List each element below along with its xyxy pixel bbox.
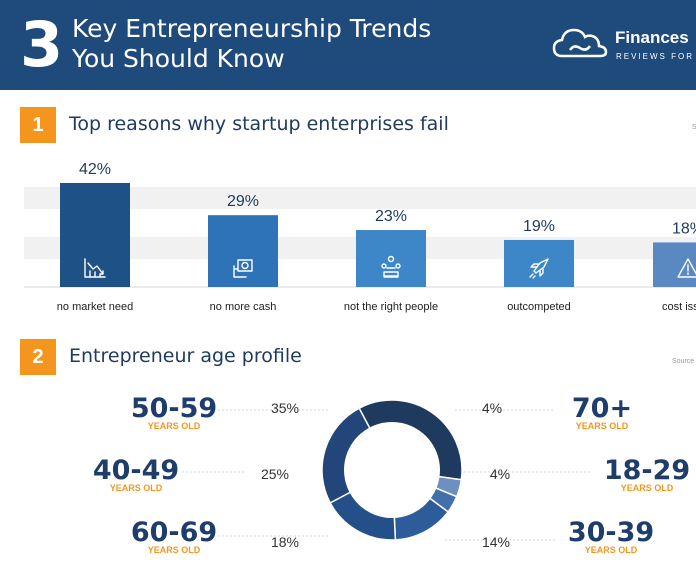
slice-pct: 4%	[489, 466, 511, 482]
slice-pct: 35%	[270, 400, 300, 416]
age-range-70plus: 70+	[571, 393, 633, 424]
age-range-40-49: 40-49	[92, 455, 180, 486]
donut-chart	[182, 399, 590, 541]
age-unit: YEARS OLD	[584, 545, 638, 555]
age-range-50-59: 50-59	[130, 393, 218, 424]
section1-source: S	[692, 124, 696, 131]
age-range-30-39: 30-39	[567, 517, 655, 548]
team-icon	[381, 255, 401, 278]
age-range-18-29: 18-29	[603, 455, 691, 486]
header-banner: 3 Key Entrepreneurship Trends You Should…	[0, 0, 696, 90]
bar-value-label: 18%	[672, 220, 696, 237]
warning-icon	[677, 258, 696, 278]
age-unit: YEARS OLD	[575, 421, 629, 431]
brand-logo: Finances REVIEWS FOR	[552, 22, 696, 66]
age-unit: YEARS OLD	[620, 483, 674, 493]
bar	[60, 183, 130, 287]
section2-badge: 2	[20, 339, 56, 375]
bar	[653, 242, 696, 287]
slice-pct: 4%	[481, 400, 503, 416]
cloud-icon	[552, 28, 608, 58]
age-range-60-69: 60-69	[130, 517, 218, 548]
category-label: no more cash	[209, 301, 277, 313]
bar-value-label: 23%	[375, 208, 407, 225]
slice-pct: 25%	[260, 466, 290, 482]
section1-title: Top reasons why startup enterprises fail	[69, 113, 449, 135]
bar	[356, 230, 426, 287]
money-icon	[233, 259, 253, 278]
rocket-icon	[529, 258, 549, 279]
category-label: not the right people	[343, 301, 439, 313]
age-unit: YEARS OLD	[147, 545, 201, 555]
section2-source: Source	[672, 358, 695, 365]
bar-value-label: 29%	[227, 193, 259, 210]
header-title-line2: You Should Know	[72, 44, 285, 73]
brand-name: Finances	[615, 28, 689, 47]
category-label: no market need	[56, 301, 134, 313]
slice-pct: 14%	[481, 534, 511, 550]
bar	[208, 215, 278, 287]
category-label: cost iss	[662, 301, 696, 313]
header-number: 3	[20, 8, 64, 81]
category-label: outcompeted	[507, 301, 571, 313]
grid-band-upper	[24, 187, 696, 209]
section2-title: Entrepreneur age profile	[69, 345, 302, 367]
slice-pct: 18%	[270, 534, 300, 550]
bar-value-label: 42%	[79, 161, 111, 178]
donut-hole	[344, 422, 440, 518]
brand-subtitle: REVIEWS FOR	[616, 52, 695, 61]
age-unit: YEARS OLD	[109, 483, 163, 493]
header-title-line1: Key Entrepreneurship Trends	[72, 14, 432, 43]
bar-value-label: 19%	[523, 218, 555, 235]
bar-chart: 42% 29% 23% 19% 18%	[24, 161, 696, 288]
leader-lines	[182, 409, 590, 541]
age-unit: YEARS OLD	[147, 421, 201, 431]
section1-badge: 1	[20, 107, 56, 143]
declining-chart-icon	[84, 258, 106, 278]
